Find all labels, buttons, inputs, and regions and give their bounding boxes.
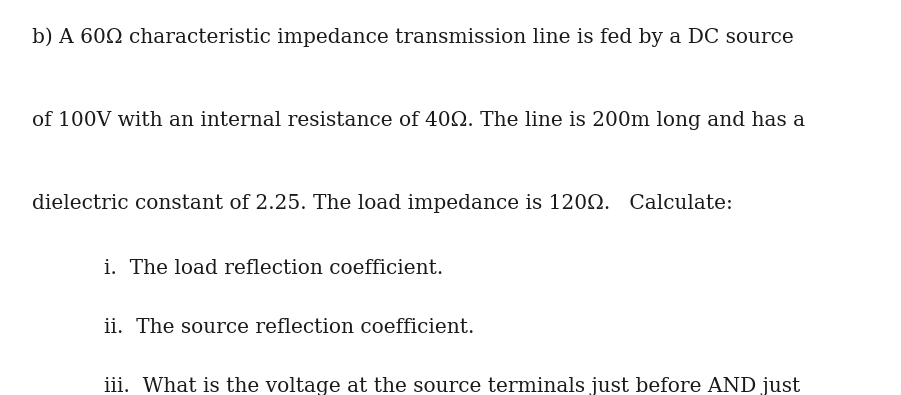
Text: ii.  The source reflection coefficient.: ii. The source reflection coefficient. — [104, 318, 474, 337]
Text: dielectric constant of 2.25. The load impedance is 120Ω.   Calculate:: dielectric constant of 2.25. The load im… — [32, 194, 733, 213]
Text: of 100V with an internal resistance of 40Ω. The line is 200m long and has a: of 100V with an internal resistance of 4… — [32, 111, 805, 130]
Text: iii.  What is the voltage at the source terminals just before AND just: iii. What is the voltage at the source t… — [104, 377, 800, 395]
Text: b) A 60Ω characteristic impedance transmission line is fed by a DC source: b) A 60Ω characteristic impedance transm… — [32, 28, 793, 47]
Text: i.  The load reflection coefficient.: i. The load reflection coefficient. — [104, 259, 443, 278]
